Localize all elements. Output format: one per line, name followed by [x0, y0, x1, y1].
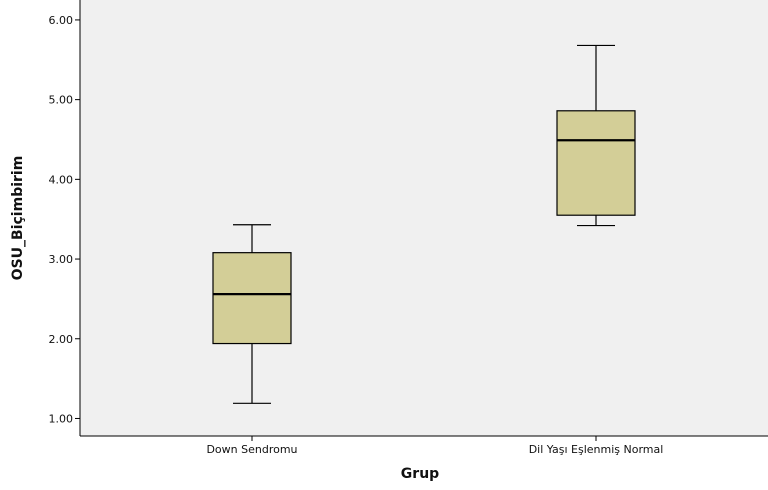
- x-tick-label: Dil Yaşı Eşlenmiş Normal: [529, 443, 664, 456]
- y-tick-label: 1.00: [49, 412, 74, 425]
- x-tick-label: Down Sendromu: [206, 443, 297, 456]
- boxes: [212, 44, 636, 404]
- x-axis-title: Grup: [401, 466, 439, 482]
- iqr-box: [212, 252, 292, 345]
- box-group: [212, 224, 292, 404]
- box-group: [556, 44, 636, 227]
- y-tick-label: 4.00: [49, 173, 74, 186]
- x-axis: Down Sendromu Dil Yaşı Eşlenmiş Normal: [80, 435, 768, 456]
- y-axis: 1.00 2.00 3.00 4.00 5.00 6.00: [49, 0, 81, 436]
- y-tick-label: 5.00: [49, 94, 74, 107]
- y-tick-label: 3.00: [49, 253, 74, 266]
- y-tick-label: 6.00: [49, 14, 74, 27]
- iqr-box: [556, 110, 636, 216]
- y-tick-label: 2.00: [49, 333, 74, 346]
- y-axis-title: OSU_Biçimbirim: [10, 156, 26, 281]
- plot-area: [80, 0, 768, 436]
